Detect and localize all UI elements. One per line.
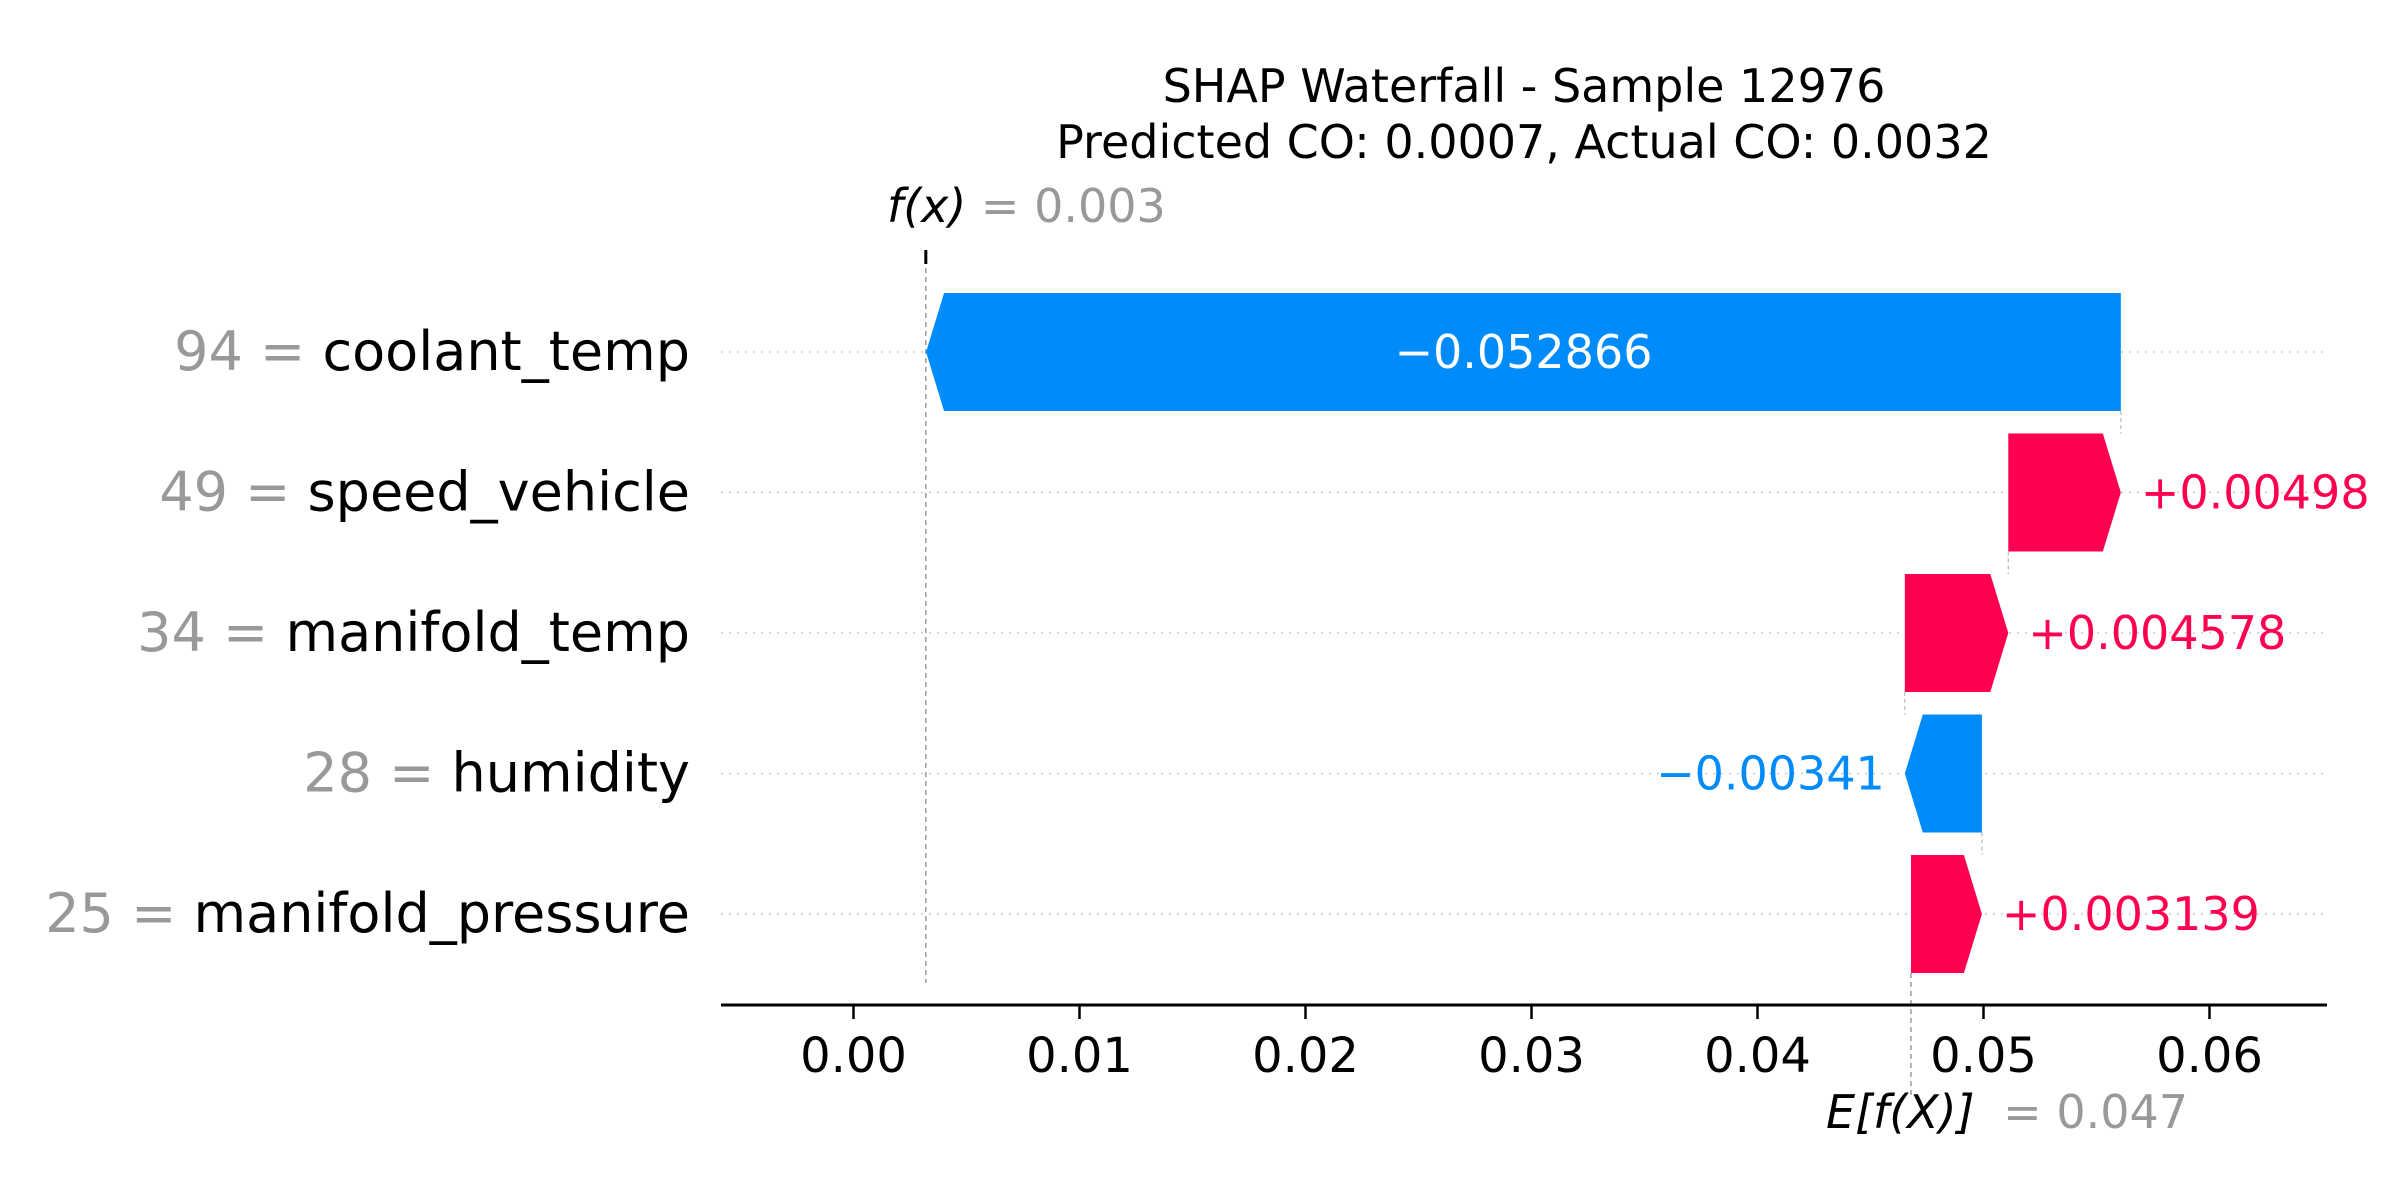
x-axis-ticks: 0.00 0.01 0.02 0.03 0.04 0.05 0.06 xyxy=(800,1005,2263,1084)
feature-label-manifold_pressure: 25 = manifold_pressure xyxy=(45,882,690,945)
fx-value: = 0.003 xyxy=(966,179,1165,233)
feature-name: manifold_pressure xyxy=(194,882,691,945)
feature-label-speed_vehicle: 49 = speed_vehicle xyxy=(159,461,690,524)
x-tick-label: 0.02 xyxy=(1252,1028,1359,1084)
fx-symbol: f(x) xyxy=(887,179,966,233)
chart-title: SHAP Waterfall - Sample 12976 xyxy=(1163,59,1886,113)
fx-annotation: f(x) = 0.003 xyxy=(887,179,1166,233)
feature-name: coolant_temp xyxy=(322,320,690,383)
svg-text:E[f(X)] = 0.047: E[f(X)] = 0.047 xyxy=(1826,1085,2188,1139)
contribution-labels: −0.052866 +0.00498 +0.004578 −0.00341 +0.003… xyxy=(1394,325,2369,941)
shap-bar-manifold_temp xyxy=(1904,574,2009,692)
feature-value: 25 = xyxy=(45,882,193,945)
feature-value: 49 = xyxy=(159,461,307,524)
chart-subtitle: Predicted CO: 0.0007, Actual CO: 0.0032 xyxy=(1056,115,1992,169)
shap-value-label-speed_vehicle: +0.00498 xyxy=(2141,466,2370,520)
feature-label-manifold_temp: 34 = manifold_temp xyxy=(137,601,690,664)
x-tick-label: 0.04 xyxy=(1704,1028,1811,1084)
feature-labels: 94 = coolant_temp 49 = speed_vehicle 34 = … xyxy=(45,320,690,945)
feature-label-humidity: 28 = humidity xyxy=(303,742,690,805)
shap-bar-speed_vehicle xyxy=(2008,433,2121,552)
ef-symbol: E[f(X)] xyxy=(1826,1085,1975,1139)
x-tick-label: 0.01 xyxy=(1026,1028,1133,1084)
expected-value-annotation: E[f(X)] = 0.047 xyxy=(1826,1085,2188,1139)
shap-value-label-humidity: −0.00341 xyxy=(1656,747,1885,801)
shap-value-label-coolant_temp: −0.052866 xyxy=(1394,325,1652,379)
shap-value-label-manifold_pressure: +0.003139 xyxy=(2002,887,2260,941)
feature-name: manifold_temp xyxy=(285,601,690,664)
feature-name: humidity xyxy=(452,742,690,805)
ef-value: = 0.047 xyxy=(1989,1085,2188,1139)
feature-value: 28 = xyxy=(303,742,451,805)
shap-value-label-manifold_temp: +0.004578 xyxy=(2028,606,2286,660)
svg-text:f(x) = 0.003: f(x) = 0.003 xyxy=(887,179,1166,233)
feature-name: speed_vehicle xyxy=(308,461,690,524)
x-tick-label: 0.06 xyxy=(2156,1028,2263,1084)
x-tick-label: 0.03 xyxy=(1478,1028,1585,1084)
shap-bar-humidity xyxy=(1904,714,1982,833)
shap-bar-coolant_temp xyxy=(926,293,2121,411)
shap-bar-manifold_pressure xyxy=(1910,855,1982,973)
feature-label-coolant_temp: 94 = coolant_temp xyxy=(174,320,690,383)
feature-value: 34 = xyxy=(137,601,285,664)
reference-lines xyxy=(924,250,2122,1095)
x-tick-label: 0.05 xyxy=(1930,1028,2037,1084)
feature-value: 94 = xyxy=(174,320,322,383)
x-tick-label: 0.00 xyxy=(800,1028,907,1084)
contribution-bars xyxy=(926,293,2121,973)
